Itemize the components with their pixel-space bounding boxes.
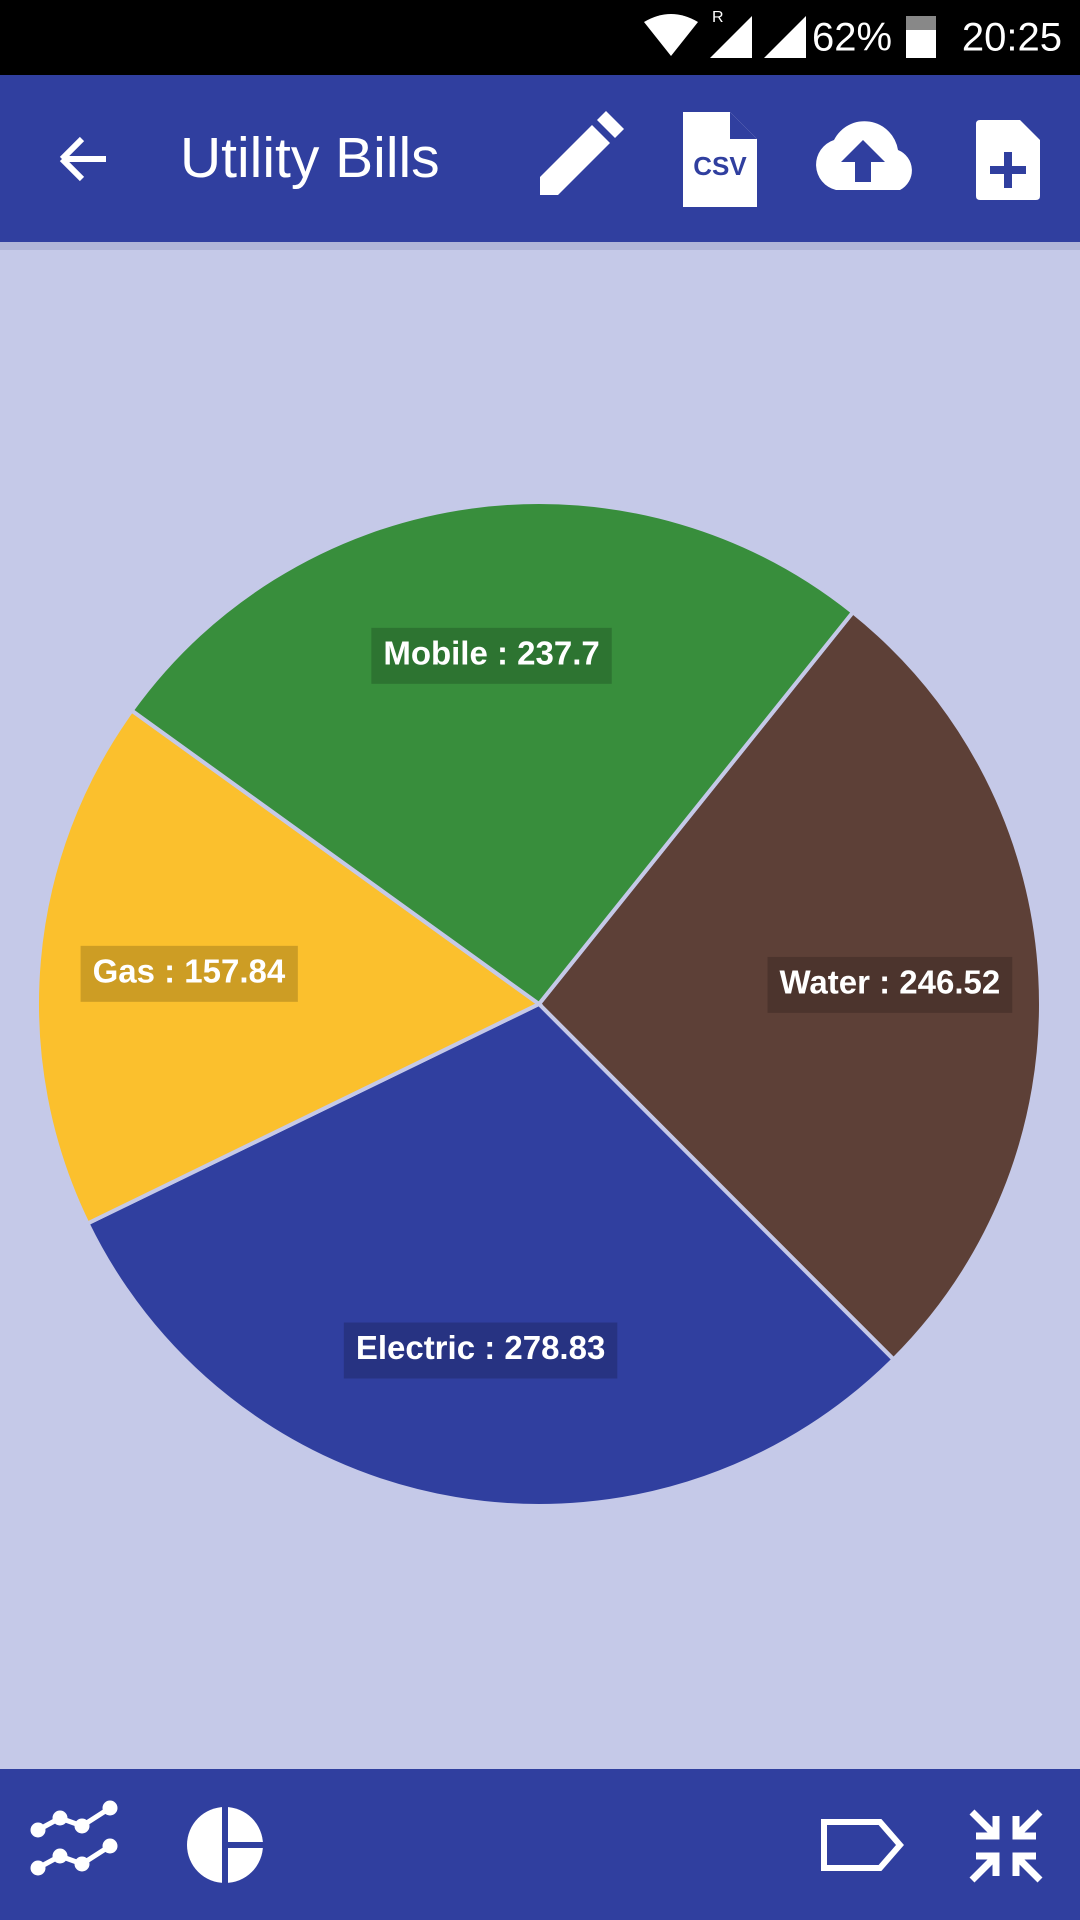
label-button[interactable]	[821, 1819, 904, 1871]
pie-slice	[35, 707, 543, 1227]
battery-percent: 62%	[812, 16, 892, 60]
edit-button[interactable]	[540, 111, 624, 195]
signal-icon	[710, 16, 752, 58]
bottom-bar	[0, 1769, 1080, 1920]
slice-label: Mobile : 237.7	[383, 635, 599, 672]
app-bar-shadow	[0, 242, 1080, 250]
add-file-button[interactable]	[976, 120, 1040, 200]
csv-label: CSV	[693, 151, 747, 181]
line-chart-button[interactable]	[30, 1800, 118, 1876]
collapse-button[interactable]	[969, 1809, 1043, 1883]
pie-chart-button[interactable]	[187, 1805, 265, 1885]
slice-label-background	[371, 627, 612, 684]
slice-label-background	[80, 945, 298, 1002]
slice-label: Gas : 157.84	[93, 953, 286, 990]
app-bar	[0, 75, 1080, 242]
roaming-indicator: R	[712, 9, 724, 26]
signal-icon	[764, 16, 806, 58]
app-title: Utility Bills	[180, 126, 440, 190]
slice-label: Electric : 278.83	[356, 1329, 606, 1366]
pie-chart: Water : 246.52 Electric : 278.83 Gas : 157…	[35, 500, 1043, 1508]
status-bar	[0, 0, 1080, 75]
pie-slice	[536, 609, 1043, 1363]
slice-label-background	[767, 956, 1013, 1013]
csv-button[interactable]: CSV	[683, 112, 757, 207]
slice-label: Water : 246.52	[780, 964, 1001, 1001]
back-button[interactable]	[59, 136, 106, 182]
clock: 20:25	[962, 16, 1062, 60]
upload-button[interactable]	[816, 121, 912, 190]
pie-slice	[128, 500, 856, 1007]
pie-slice	[84, 1001, 897, 1508]
wifi-icon	[644, 14, 698, 56]
slice-label-background	[343, 1322, 618, 1379]
battery-empty	[906, 16, 936, 30]
